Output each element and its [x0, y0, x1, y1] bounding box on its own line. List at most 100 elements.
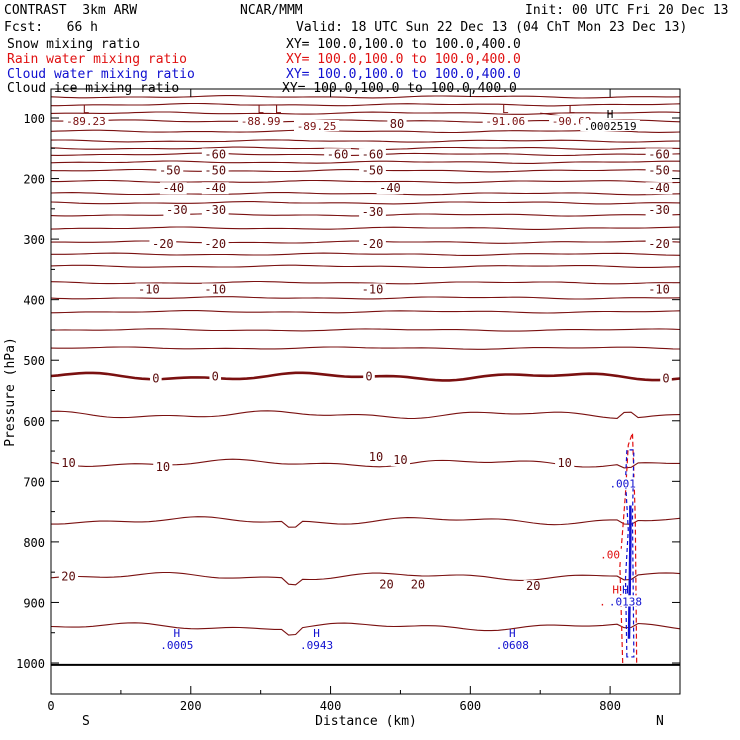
- contour-label: -50: [648, 164, 670, 178]
- extremum-value: .001: [609, 477, 636, 490]
- contour-label-bg: [408, 578, 428, 591]
- extremum-marker: L: [275, 103, 282, 116]
- contour-line: [50, 95, 681, 99]
- contour-label-bg: [163, 204, 191, 217]
- contour-label: 20: [411, 577, 425, 591]
- extremum-value: -89.23: [66, 115, 106, 128]
- contour-label-bg: [58, 457, 79, 470]
- contour-label-bg: [363, 370, 375, 383]
- rain-contour: [619, 432, 638, 664]
- extremum-marker: H: [612, 583, 619, 596]
- cloud-water-contour: [624, 449, 635, 658]
- contour-label-bg: [645, 283, 673, 296]
- extremum-value-bg: [607, 477, 639, 489]
- contour-label-bg: [201, 182, 229, 195]
- contour-label: -60: [362, 147, 384, 161]
- contour-line: [50, 571, 681, 586]
- y-tick-label: 700: [23, 475, 45, 489]
- contour-label-bg: [159, 182, 187, 195]
- contour-label: -40: [648, 181, 670, 195]
- extremum-marker: H: [622, 583, 629, 596]
- contour-label-bg: [359, 283, 386, 296]
- south-label: S: [82, 714, 90, 729]
- model-title: CONTRAST 3km ARW: [4, 3, 138, 18]
- contour-label: -30: [166, 203, 188, 217]
- precip-layer: [484, 112, 638, 664]
- extremum-marker: L: [257, 103, 264, 116]
- contour-label-bg: [645, 182, 673, 195]
- contour-label-bg: [201, 148, 229, 161]
- contour-label: 10: [369, 450, 383, 464]
- contour-label: -50: [362, 164, 384, 178]
- contour-line: [51, 252, 681, 256]
- contour-label: -50: [159, 164, 181, 178]
- contour-label: -20: [204, 237, 226, 251]
- contour-label: -20: [362, 237, 384, 251]
- contour-label-bg: [390, 454, 411, 467]
- contour-label: -30: [648, 203, 670, 217]
- contour-label-bg: [645, 164, 673, 177]
- contour-label-bg: [149, 237, 177, 250]
- extremum-value-bg: [598, 548, 622, 560]
- extremum-value-bg: [63, 115, 109, 127]
- contour-label: -20: [152, 237, 174, 251]
- init-time: Init: 00 UTC Fri 20 Dec 13: [525, 3, 729, 18]
- contour-line: [50, 160, 680, 164]
- contour-line: [51, 179, 681, 184]
- x-tick-label: 200: [180, 699, 202, 713]
- north-label: N: [656, 714, 664, 729]
- extremum-value: -88.99: [241, 115, 281, 128]
- x-tick-label: 600: [459, 699, 481, 713]
- y-tick-label: 1000: [16, 657, 45, 671]
- contour-line: [50, 346, 681, 350]
- extremum-value-bg: [549, 115, 595, 127]
- contour-label-bg: [58, 570, 79, 583]
- contour-label: -60: [327, 147, 349, 161]
- extremum-value: .0002519: [584, 120, 637, 133]
- contour-label-bg: [359, 205, 386, 218]
- field-xy-rain: XY= 100.0,100.0 to 100.0,400.0: [286, 52, 521, 67]
- contour-label-bg: [150, 372, 162, 385]
- contour-line: [50, 129, 681, 134]
- contour-line: [50, 622, 681, 636]
- contour-label: 0: [212, 370, 219, 384]
- extremum-value-bg: [482, 115, 528, 127]
- x-tick-label: 800: [599, 699, 621, 713]
- contour-label-bg: [645, 148, 673, 161]
- contour-line: [50, 111, 681, 115]
- contour-label: -30: [204, 203, 226, 217]
- extremum-value: .0608: [496, 639, 529, 652]
- contour-label: 10: [393, 453, 407, 467]
- contour-label-bg: [209, 370, 222, 383]
- extremum-value-bg: [293, 120, 340, 131]
- contour-label: -10: [204, 282, 226, 296]
- forecast-hour: Fcst: 66 h: [4, 20, 98, 35]
- contour-label-bg: [359, 148, 386, 161]
- contour-label-bg: [135, 283, 163, 296]
- contour-label-bg: [201, 204, 229, 217]
- contour-label-bg: [359, 237, 386, 250]
- y-tick-label: 200: [23, 173, 45, 187]
- extremum-marker: L: [83, 103, 90, 116]
- contour-line: [50, 410, 681, 420]
- contour-label-bg: [660, 372, 672, 385]
- contour-label: -50: [204, 164, 226, 178]
- field-name-rain: Rain water mixing ratio: [7, 52, 188, 67]
- extremum-value-bg: [606, 595, 645, 607]
- contour-label-bg: [366, 451, 386, 464]
- label-layer: 80 -60 -60 -60 -60 -50 -50 -50 -50 -40 -40 -40 -40 -3…: [58, 103, 673, 652]
- field-xy-snow: XY= 100.0,100.0 to 100.0,400.0: [286, 37, 521, 52]
- y-tick-label: 300: [23, 233, 45, 247]
- valid-time: Valid: 18 UTC Sun 22 Dec 13 (04 ChT Mon …: [296, 20, 688, 35]
- contour-line: [50, 296, 681, 300]
- contour-line: [50, 264, 681, 269]
- contour-label: 0: [662, 371, 669, 385]
- y-tick-label: 500: [23, 354, 45, 368]
- extremum-marker: H: [173, 627, 180, 640]
- contour-line: [50, 310, 681, 314]
- contour-label-bg: [156, 164, 184, 177]
- plot-frame: [50, 88, 681, 695]
- contour-label-bg: [201, 164, 229, 177]
- field-xy-cloud-water: XY= 100.0,100.0 to 100.0,400.0: [286, 67, 521, 82]
